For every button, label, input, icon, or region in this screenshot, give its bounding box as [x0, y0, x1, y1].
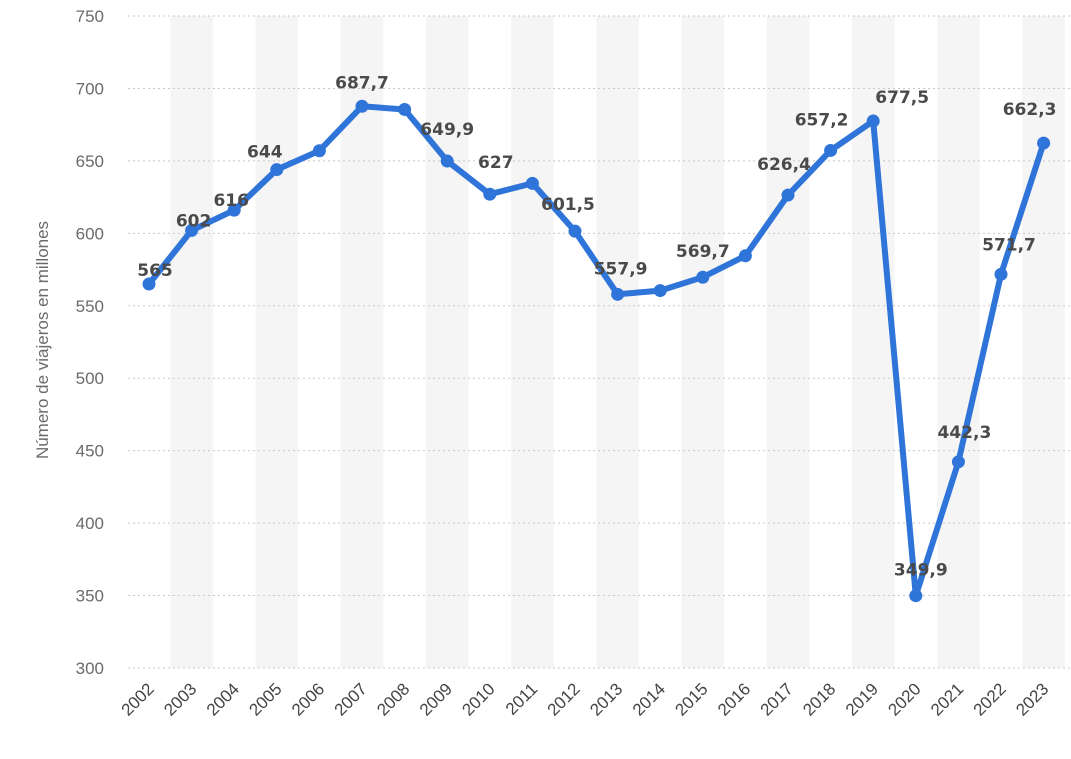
- gridlines: [128, 15, 1071, 669]
- x-tick-label: 2018: [799, 679, 839, 719]
- y-tick-label: 650: [76, 152, 104, 171]
- data-point-2023: [1037, 136, 1051, 150]
- x-tick-label: 2019: [842, 679, 882, 719]
- column-band-2005: [255, 16, 299, 668]
- x-tick-label: 2013: [586, 679, 626, 719]
- y-tick-label: 350: [76, 587, 104, 606]
- y-tick-label: 750: [76, 7, 104, 26]
- y-tick-label: 500: [76, 369, 104, 388]
- data-point-2006: [312, 144, 326, 158]
- data-point-2012: [568, 224, 582, 238]
- series-line: [146, 103, 1047, 599]
- data-label-2004: 616: [213, 191, 249, 211]
- x-tick-label: 2022: [970, 679, 1010, 719]
- column-band-2007: [340, 16, 384, 668]
- x-tick-label: 2009: [416, 679, 456, 719]
- column-band-2023: [1022, 16, 1065, 668]
- data-point-2022: [994, 267, 1008, 281]
- data-label-2012: 601,5: [541, 195, 595, 215]
- data-point-2018: [824, 143, 838, 157]
- x-tick-label: 2012: [544, 679, 584, 719]
- column-band-2015: [681, 16, 725, 668]
- y-axis-label: Número de viajeros en millones: [33, 221, 52, 459]
- data-label-2002: 565: [137, 261, 173, 281]
- x-tick-label: 2011: [502, 679, 541, 718]
- column-bands: [170, 16, 1065, 668]
- data-label-2005: 644: [247, 143, 283, 163]
- x-tick-label: 2017: [757, 679, 797, 719]
- data-point-2020: [909, 589, 923, 603]
- data-point-2004: [227, 203, 241, 217]
- data-point-2011: [525, 176, 539, 190]
- data-point-2021: [951, 455, 965, 469]
- data-point-2002: [142, 277, 156, 291]
- column-band-2013: [596, 16, 639, 668]
- column-band-2017: [766, 16, 810, 668]
- data-point-2014: [653, 284, 667, 298]
- y-tick-label: 700: [76, 79, 104, 98]
- data-label-2015: 569,7: [676, 242, 730, 262]
- data-label-2021: 442,3: [938, 423, 992, 443]
- x-tick-label: 2020: [884, 679, 924, 719]
- column-band-2021: [937, 16, 980, 668]
- data-label-2018: 657,2: [795, 110, 849, 130]
- x-tick-label: 2006: [288, 679, 328, 719]
- data-label-2017: 626,4: [757, 155, 811, 175]
- data-label-2023: 662,3: [1003, 100, 1057, 120]
- column-band-2019: [851, 16, 895, 668]
- data-point-2008: [398, 102, 412, 116]
- y-tick-label: 450: [76, 442, 104, 461]
- column-band-2009: [425, 16, 469, 668]
- data-label-2019: 677,5: [875, 88, 929, 108]
- column-band-2003: [170, 16, 213, 668]
- y-tick-label: 550: [76, 297, 104, 316]
- x-tick-label: 2005: [245, 679, 285, 719]
- data-point-2013: [611, 287, 625, 301]
- y-axis-ticks: 300 350 400 450 500 550 600 650 700 750: [76, 7, 104, 678]
- x-axis-ticks: 2002 2003 2004 2005 2006 2007 2008 2009 2010 2011…: [118, 679, 1053, 719]
- x-tick-label: 2021: [927, 679, 967, 719]
- x-tick-label: 2007: [331, 679, 371, 719]
- x-tick-label: 2003: [160, 679, 200, 719]
- column-band-2011: [511, 16, 554, 668]
- x-tick-label: 2010: [458, 679, 498, 719]
- x-tick-label: 2023: [1012, 679, 1052, 719]
- data-point-2016: [738, 249, 752, 263]
- data-point-2019: [866, 114, 880, 128]
- data-label-2010: 627: [478, 153, 514, 173]
- data-point-2017: [781, 188, 795, 202]
- data-point-2003: [185, 223, 199, 237]
- y-tick-label: 600: [76, 224, 104, 243]
- data-label-2007: 687,7: [335, 73, 389, 93]
- data-point-2010: [483, 187, 497, 201]
- data-label-2003: 602: [176, 211, 212, 231]
- data-point-2015: [696, 270, 710, 284]
- data-label-2013: 557,9: [594, 259, 648, 279]
- data-label-2009: 649,9: [420, 120, 474, 140]
- x-tick-label: 2004: [203, 679, 243, 719]
- data-point-2005: [270, 163, 284, 177]
- data-points: [142, 99, 1051, 603]
- data-label-2020: 349,9: [894, 561, 948, 581]
- x-tick-label: 2002: [118, 679, 158, 719]
- y-tick-label: 400: [76, 514, 104, 533]
- x-tick-label: 2014: [629, 679, 669, 719]
- x-tick-label: 2015: [671, 679, 711, 719]
- x-tick-label: 2008: [373, 679, 413, 719]
- y-tick-label: 300: [76, 659, 104, 678]
- series-line-path: [146, 103, 1047, 599]
- data-point-2007: [355, 99, 369, 113]
- x-tick-label: 2016: [714, 679, 754, 719]
- data-point-2009: [440, 154, 454, 168]
- data-label-2022: 571,7: [982, 235, 1036, 255]
